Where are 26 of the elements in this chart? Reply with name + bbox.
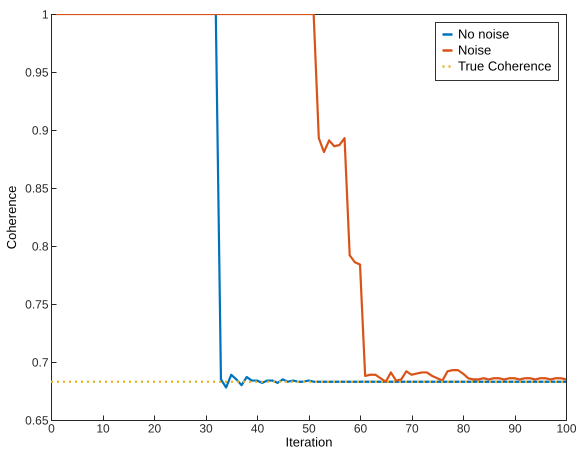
x-tick-label: 90 — [508, 422, 522, 436]
x-tick-label: 50 — [302, 422, 316, 436]
x-tick-label: 30 — [199, 422, 213, 436]
x-axis-title: Iteration — [286, 434, 332, 450]
y-tick-label: 0.9 — [32, 124, 49, 138]
x-tick-label: 10 — [96, 422, 110, 436]
x-tick-label: 70 — [405, 422, 419, 436]
y-axis-title: Coherence — [4, 186, 20, 250]
x-tick-label: 80 — [456, 422, 470, 436]
x-tick-label: 0 — [48, 422, 56, 436]
y-tick-label: 0.8 — [32, 240, 49, 254]
x-tick-label: 60 — [354, 422, 368, 436]
y-tick-label: 1 — [42, 8, 49, 22]
y-tick-label: 0.75 — [25, 298, 49, 312]
line-series — [55, 14, 566, 383]
y-tick-label: 0.65 — [25, 414, 49, 428]
legend-label: No noise — [458, 26, 510, 42]
x-tick-label: 40 — [250, 422, 264, 436]
line-series — [214, 14, 566, 389]
y-tick-label: 0.7 — [32, 356, 49, 370]
x-tick-label: 100 — [556, 422, 577, 436]
y-tick-label: 0.85 — [25, 182, 49, 196]
y-tick-label: 0.95 — [25, 66, 49, 80]
legend-label: Noise — [458, 42, 492, 58]
legend-label: True Coherence — [458, 58, 552, 74]
x-tick-label: 20 — [148, 422, 162, 436]
